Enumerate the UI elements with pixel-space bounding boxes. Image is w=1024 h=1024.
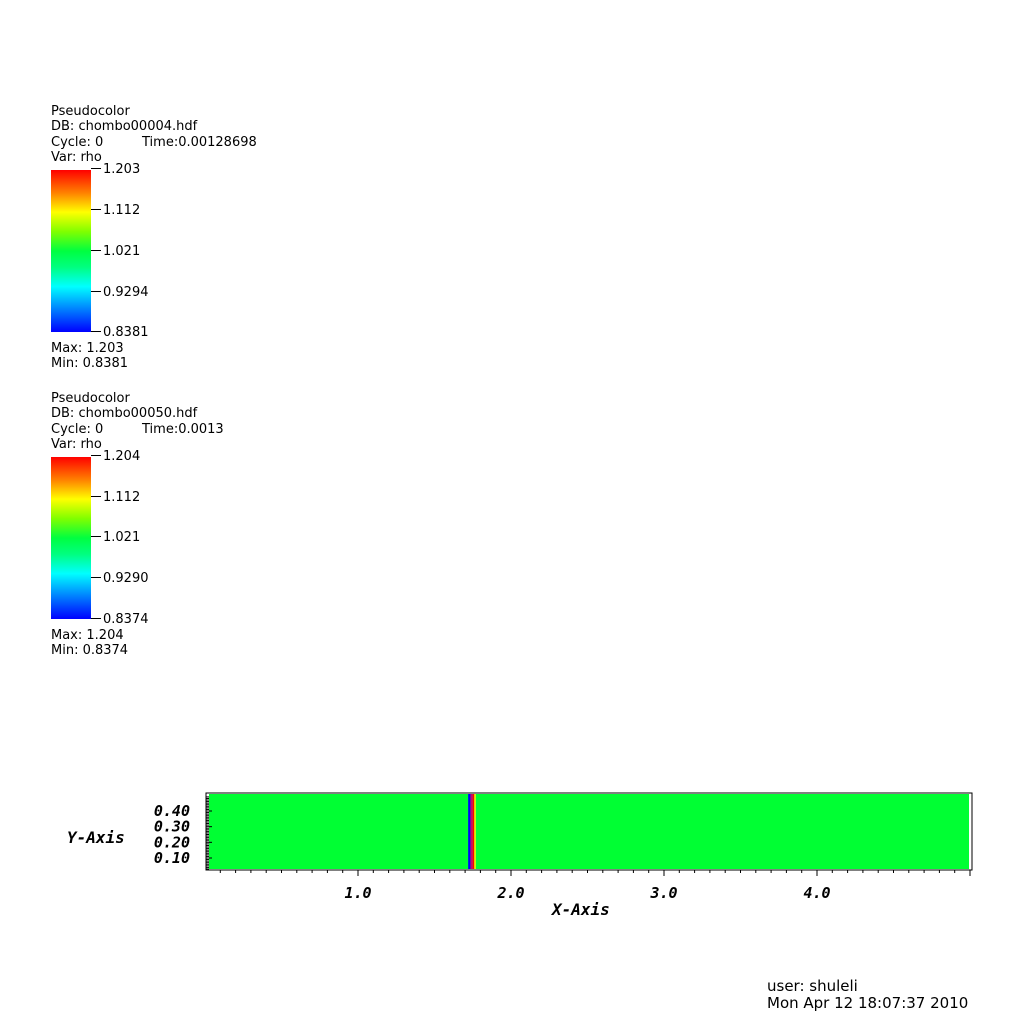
legend-1-tick: 1.203 xyxy=(91,163,140,177)
legend-1-colorbar xyxy=(51,170,91,332)
y-tick-label: 0.40 xyxy=(154,802,190,820)
x-axis-title: X-Axis xyxy=(550,900,610,919)
footer-date: Mon Apr 12 18:07:37 2010 xyxy=(767,994,969,1012)
legend-1-tick: 0.8381 xyxy=(91,326,149,340)
legend-2-db: DB: chombo00050.hdf xyxy=(51,406,198,421)
y-axis-title: Y-Axis xyxy=(67,828,125,847)
legend-2-tick: 0.9290 xyxy=(91,572,149,586)
legend-1-db: DB: chombo00004.hdf xyxy=(51,119,198,134)
legend-2-tick: 1.204 xyxy=(91,450,140,464)
footer: user: shuleli Mon Apr 12 18:07:37 2010 xyxy=(767,978,968,1012)
legend-1-tick: 1.021 xyxy=(91,245,140,259)
legend-2-tick: 0.8374 xyxy=(91,613,149,627)
footer-user: user: shuleli xyxy=(767,977,858,995)
legend-1-cycle: Cycle: 0 xyxy=(51,135,104,150)
legend-1-cycle-row: Cycle: 0 Time:0.00128698 xyxy=(51,135,257,150)
legend-1-min: Min: 0.8381 xyxy=(51,356,129,371)
x-tick-label: 1.0 xyxy=(344,884,371,902)
legend-2-max: Max: 1.204 xyxy=(51,628,124,643)
shock-band xyxy=(470,794,473,869)
shock-band xyxy=(474,794,476,869)
legend-1-time: Time:0.00128698 xyxy=(142,135,257,150)
legend-2-cycle: Cycle: 0 xyxy=(51,422,104,437)
x-tick-label: 3.0 xyxy=(649,884,677,902)
legend-2-time: Time:0.0013 xyxy=(142,422,224,437)
shock-band xyxy=(468,794,471,869)
legend-1-tick: 1.112 xyxy=(91,204,140,218)
field-region xyxy=(209,794,969,869)
legend-2-tick: 1.112 xyxy=(91,491,140,505)
legend-2-cycle-row: Cycle: 0 Time:0.0013 xyxy=(51,422,224,437)
legend-2-colorbar xyxy=(51,457,91,619)
legend-2-tick: 1.021 xyxy=(91,531,140,545)
legend-2-plot-type: Pseudocolor xyxy=(51,391,130,406)
y-tick-label: 0.30 xyxy=(154,818,190,836)
y-tick-label: 0.20 xyxy=(154,833,190,851)
legend-2-min: Min: 0.8374 xyxy=(51,643,129,658)
legend-1-tick: 0.9294 xyxy=(91,286,149,300)
legend-1-max: Max: 1.203 xyxy=(51,341,124,356)
legend-1-var: Var: rho xyxy=(51,150,102,165)
x-tick-label: 2.0 xyxy=(496,884,524,902)
shock-band xyxy=(472,794,475,869)
y-tick-label: 0.10 xyxy=(154,849,190,867)
legend-2-var: Var: rho xyxy=(51,437,102,452)
x-tick-label: 4.0 xyxy=(803,884,830,902)
legend-1-plot-type: Pseudocolor xyxy=(51,104,130,119)
